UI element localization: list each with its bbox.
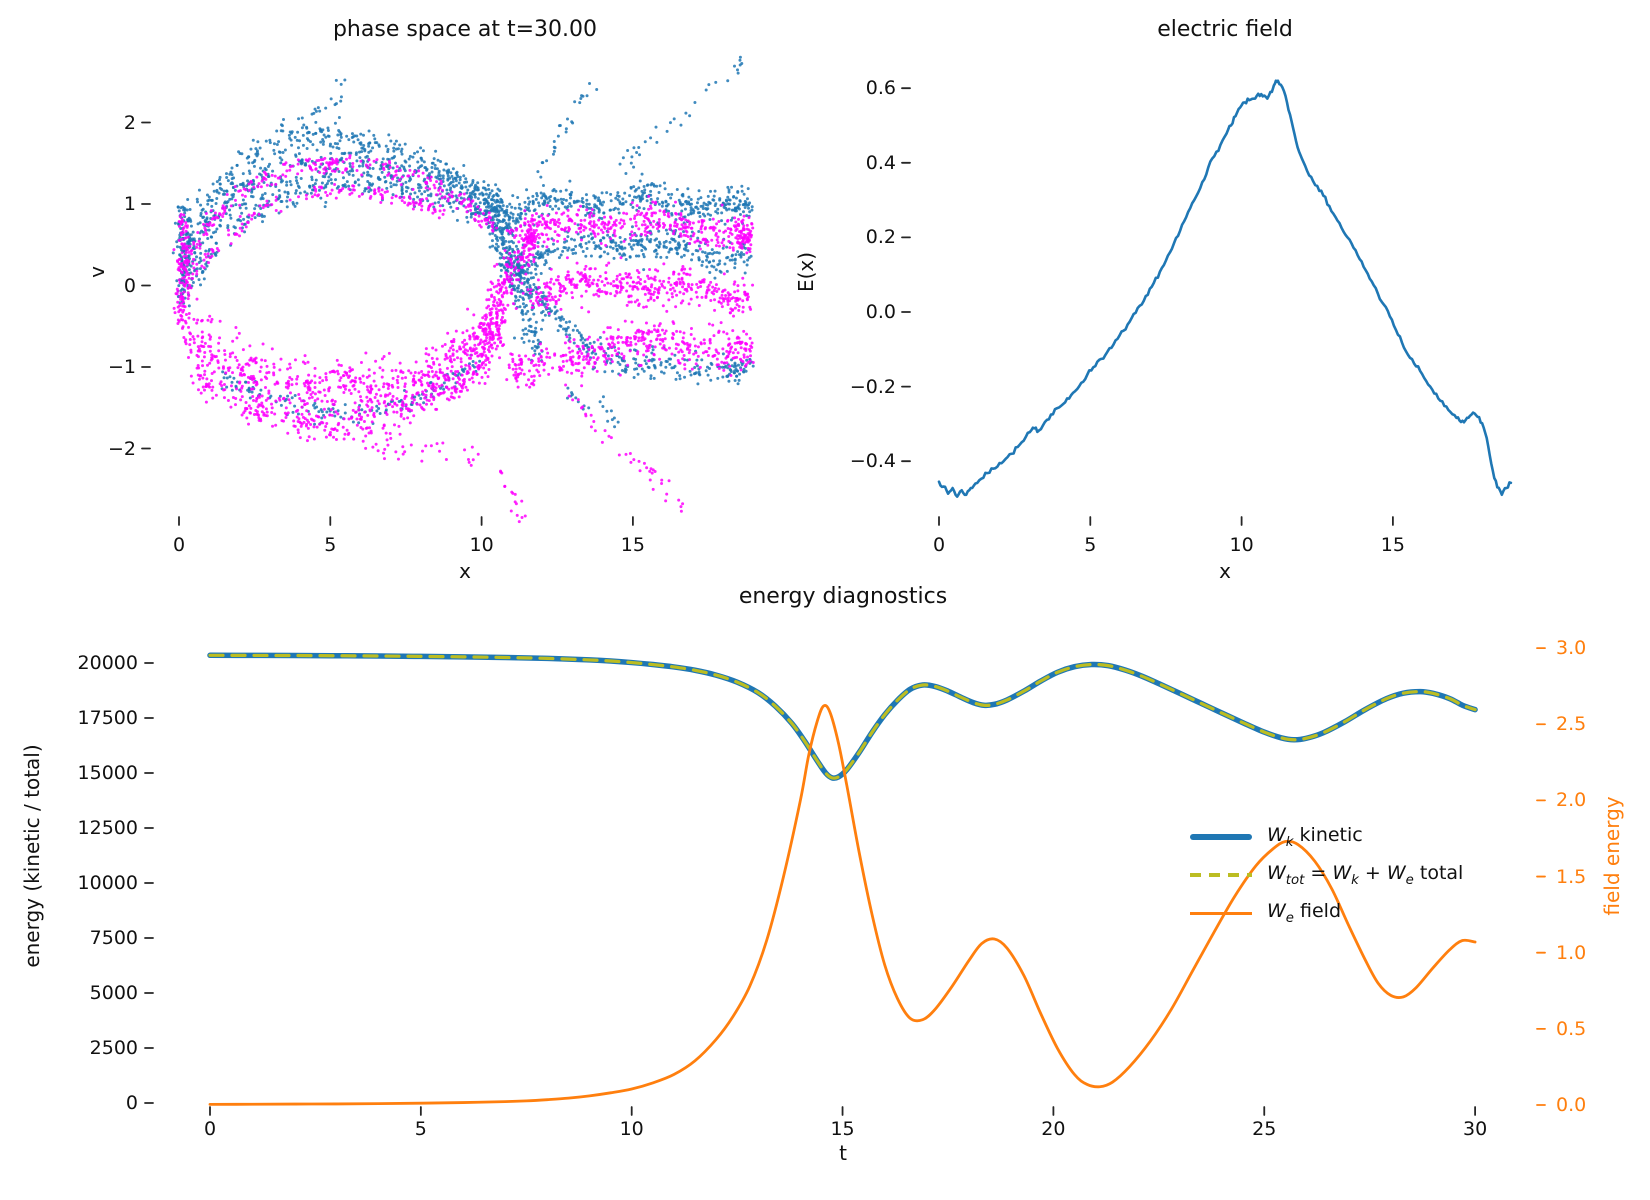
energy-ylabel-left: energy (kinetic / total) (20, 744, 44, 968)
tick-label: 25 (1252, 1118, 1277, 1140)
tick-label: 0 (125, 1092, 138, 1114)
tick-label: 15 (620, 534, 645, 556)
tick-label: 3.0 (1556, 637, 1587, 660)
tick-label: 30 (1463, 1118, 1488, 1140)
tick-label: 0.4 (865, 151, 896, 174)
electric-field-ylabel: E(x) (794, 251, 818, 293)
tick-label: 10 (619, 1118, 644, 1140)
legend-entry: We field (1190, 894, 1341, 932)
energy-ylabel-right: field energy (1600, 796, 1624, 916)
tick-label: 2.5 (1556, 713, 1587, 736)
tick-label: 15 (1380, 534, 1405, 556)
legend-label: Wtot = Wk + We total (1267, 862, 1464, 888)
tick-label: 20 (1041, 1118, 1066, 1140)
tick-label: 15000 (77, 762, 138, 784)
tick-label: 1 (123, 193, 136, 215)
tick-label: 7500 (89, 927, 138, 949)
legend-swatch-dashed (1190, 873, 1252, 877)
tick-label: 17500 (77, 707, 138, 729)
tick-label: 0 (203, 1118, 217, 1140)
tick-label: 5000 (89, 982, 138, 1004)
energy-xlabel: t (839, 1141, 847, 1165)
tick-label: 5 (1084, 534, 1097, 556)
energy-diagnostics-plot-canvas (135, 595, 1555, 1125)
tick-label: 0.5 (1556, 1017, 1587, 1040)
tick-label: 2.0 (1556, 789, 1587, 812)
tick-label: 0.0 (865, 301, 896, 323)
legend-label: We field (1267, 900, 1342, 926)
legend-swatch-plain (1190, 911, 1252, 915)
tick-label: 10 (469, 534, 494, 556)
phase-space-plot-canvas (135, 55, 795, 540)
phase-space-title: phase space at t=30.00 (332, 17, 598, 42)
tick-label: 0 (932, 534, 946, 556)
tick-label: 10 (1229, 534, 1254, 556)
tick-label: 12500 (77, 817, 138, 839)
tick-label: 5 (414, 1118, 427, 1140)
tick-label: 20000 (77, 652, 138, 674)
tick-label: 0 (172, 534, 186, 556)
tick-label: 0 (123, 274, 136, 297)
electric-field-plot-canvas (880, 55, 1560, 540)
tick-label: 0.2 (865, 226, 896, 249)
tick-label: 0.6 (865, 77, 896, 100)
tick-label: 1.0 (1556, 941, 1587, 964)
tick-label: −0.2 (849, 375, 896, 398)
energy-diagnostics-title: energy diagnostics (738, 584, 948, 609)
phase-space-xlabel: x (459, 559, 471, 583)
tick-label: 15 (830, 1118, 855, 1140)
tick-label: −2 (107, 437, 136, 460)
tick-label: −1 (107, 356, 136, 378)
electric-field-title: electric field (1157, 17, 1293, 42)
legend-entry: Wk kinetic (1190, 818, 1363, 856)
legend-label: Wk kinetic (1267, 824, 1363, 850)
tick-label: 1.5 (1556, 865, 1587, 888)
tick-label: 0.0 (1556, 1094, 1587, 1116)
tick-label: −0.4 (849, 450, 896, 473)
tick-label: 2500 (89, 1037, 138, 1059)
tick-label: 10000 (77, 872, 138, 894)
electric-field-xlabel: x (1219, 559, 1231, 583)
legend-entry: Wtot = Wk + We total (1190, 856, 1463, 894)
legend-swatch-thick (1190, 834, 1252, 840)
tick-label: 2 (123, 111, 136, 134)
tick-label: 5 (324, 534, 337, 556)
